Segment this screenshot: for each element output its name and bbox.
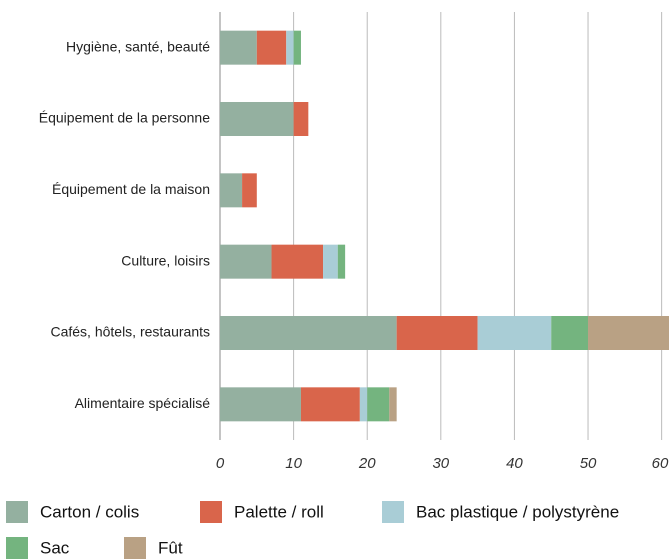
legend-swatch: [200, 501, 222, 523]
bar-segment: [293, 102, 309, 136]
bar-segment: [588, 316, 669, 350]
legend-swatch: [6, 501, 28, 523]
y-tick-label: Alimentaire spécialisé: [75, 395, 211, 411]
bar-segment: [367, 387, 390, 422]
legend-label: Palette / roll: [234, 502, 324, 521]
bar-segment: [396, 316, 478, 350]
bar-segment: [359, 387, 368, 422]
y-tick-label: Hygiène, santé, beauté: [66, 38, 210, 54]
bar-segment: [220, 244, 272, 279]
bar-segment: [220, 316, 397, 350]
bar-segment: [220, 30, 257, 65]
x-tick-label: 40: [506, 455, 523, 472]
x-tick-label: 30: [432, 455, 449, 472]
legend-swatch: [124, 537, 146, 559]
bar-segment: [220, 387, 301, 422]
x-tick-label: 0: [216, 455, 225, 472]
bar-segment: [389, 387, 397, 422]
bar-segment: [286, 30, 294, 65]
bar-segment: [256, 30, 287, 65]
legend-swatch: [382, 501, 404, 523]
x-tick-label: 10: [285, 455, 302, 472]
bar-segment: [293, 30, 301, 65]
bar-segment: [271, 244, 324, 279]
bar-segment: [220, 173, 243, 208]
x-tick-label: 50: [580, 455, 597, 472]
bar-segment: [242, 173, 257, 208]
bar-segment: [300, 387, 360, 422]
bar-segment: [551, 316, 589, 350]
legend-label: Bac plastique / polystyrène: [416, 502, 619, 521]
bar-segment: [477, 316, 552, 350]
legend-label: Carton / colis: [40, 502, 139, 521]
y-tick-label: Équipement de la maison: [52, 181, 210, 197]
x-tick-label: 60: [652, 455, 669, 472]
y-tick-label: Culture, loisirs: [121, 252, 210, 268]
legend-label: Fût: [158, 538, 183, 557]
bar-segment: [337, 244, 346, 279]
bar-segment: [323, 244, 338, 279]
bar-segment: [220, 102, 294, 136]
legend-swatch: [6, 537, 28, 559]
legend-label: Sac: [40, 538, 70, 557]
y-tick-label: Équipement de la personne: [39, 110, 210, 126]
x-tick-label: 20: [358, 455, 376, 472]
y-tick-label: Cafés, hôtels, restaurants: [50, 324, 210, 340]
